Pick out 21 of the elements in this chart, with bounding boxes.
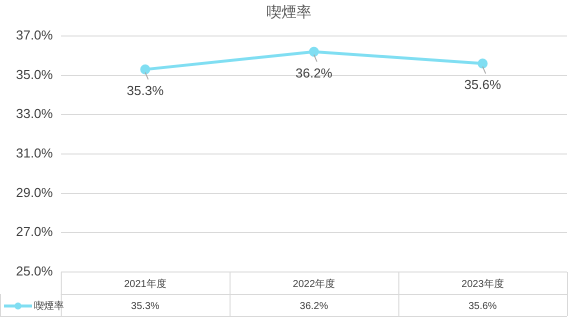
y-tick-label: 35.0% bbox=[16, 66, 54, 82]
point bbox=[478, 58, 488, 69]
y-tick-label: 31.0% bbox=[16, 146, 54, 161]
point bbox=[140, 64, 150, 74]
y-tick-label: 27.0% bbox=[16, 224, 54, 240]
x-tick-label: 2022年度 bbox=[292, 278, 336, 290]
text: 36.2% bbox=[295, 65, 332, 80]
point bbox=[308, 46, 319, 57]
chart-title: 喫煙率 bbox=[266, 4, 312, 22]
data-label: 35.3% bbox=[131, 300, 160, 312]
text: 35.3% bbox=[126, 83, 164, 98]
y-tick-label: 33.0% bbox=[16, 106, 54, 122]
text: 35.6% bbox=[464, 77, 502, 92]
y-tick-label: 37.0% bbox=[16, 28, 54, 43]
x-tick-label: 2023年度 bbox=[462, 278, 504, 290]
data-label: 36.2% bbox=[300, 300, 328, 312]
y-tick-label: 29.0% bbox=[16, 184, 54, 200]
x-tick-label: 2021年度 bbox=[124, 278, 166, 290]
data-label: 35.6% bbox=[468, 300, 497, 312]
legend-label: 喫煙率 bbox=[34, 300, 64, 312]
y-tick-label: 25.0% bbox=[16, 264, 54, 279]
